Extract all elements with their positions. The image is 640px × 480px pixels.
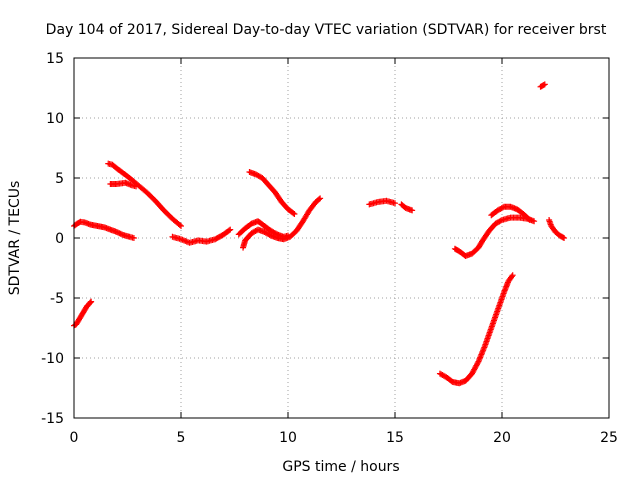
grid bbox=[74, 58, 609, 418]
x-axis-label: GPS time / hours bbox=[282, 459, 399, 475]
series-arc-4 bbox=[107, 179, 140, 190]
series-arc-9 bbox=[366, 197, 398, 208]
data-point bbox=[531, 218, 538, 225]
data-point bbox=[561, 235, 568, 241]
ticks: 0 5 10 15 20 25 -15 -10 -5 0 5 10 15 bbox=[41, 51, 618, 446]
x-tick-label: 25 bbox=[600, 430, 618, 446]
data-point bbox=[317, 195, 324, 202]
data-point bbox=[176, 221, 183, 228]
data-point bbox=[290, 210, 297, 217]
series-arc-8 bbox=[246, 169, 298, 217]
x-tick-label: 5 bbox=[177, 430, 186, 446]
series-arc-3 bbox=[105, 160, 184, 229]
data-point bbox=[133, 183, 140, 190]
x-tick-label: 15 bbox=[386, 430, 404, 446]
data-point bbox=[316, 196, 323, 203]
x-tick-label: 0 bbox=[70, 430, 79, 446]
data-point bbox=[130, 235, 137, 241]
series-arc-11 bbox=[436, 272, 516, 387]
data-point bbox=[526, 217, 533, 223]
series-arc-14 bbox=[537, 81, 548, 90]
y-tick-label: -15 bbox=[41, 411, 64, 427]
data-point bbox=[409, 207, 416, 214]
series-arc-12 bbox=[451, 214, 538, 259]
series-arc-13 bbox=[488, 203, 533, 223]
series-arc-1 bbox=[71, 218, 137, 241]
series-arc-7 bbox=[240, 195, 324, 251]
data-point bbox=[87, 299, 94, 306]
series-arc-2 bbox=[71, 298, 95, 329]
y-tick-label: 10 bbox=[46, 111, 64, 127]
y-tick-label: 15 bbox=[46, 51, 64, 67]
data-point bbox=[291, 211, 298, 217]
data-point bbox=[508, 273, 515, 280]
plot-frame bbox=[73, 57, 610, 419]
y-axis-label: SDTVAR / TECUs bbox=[7, 181, 23, 296]
data-point bbox=[227, 226, 234, 233]
y-tick-label: 0 bbox=[55, 231, 64, 247]
data-point bbox=[497, 217, 504, 224]
y-tick-label: 5 bbox=[55, 171, 64, 187]
data-point bbox=[88, 298, 95, 305]
data-point bbox=[226, 227, 233, 234]
data-point bbox=[525, 216, 532, 222]
chart-title: Day 104 of 2017, Sidereal Day-to-day VTE… bbox=[46, 22, 607, 38]
series-arc-10 bbox=[398, 201, 416, 214]
data-point bbox=[509, 272, 516, 279]
series-arc-5 bbox=[169, 226, 234, 246]
x-tick-label: 20 bbox=[493, 430, 511, 446]
y-tick-label: -10 bbox=[41, 351, 64, 367]
data-point bbox=[541, 81, 548, 88]
data-point bbox=[474, 359, 481, 366]
data-points bbox=[71, 81, 568, 387]
x-tick-label: 10 bbox=[279, 430, 297, 446]
y-tick-label: -5 bbox=[50, 291, 64, 307]
series-arc-15 bbox=[546, 217, 568, 241]
data-point bbox=[178, 223, 184, 229]
data-point bbox=[392, 200, 398, 207]
